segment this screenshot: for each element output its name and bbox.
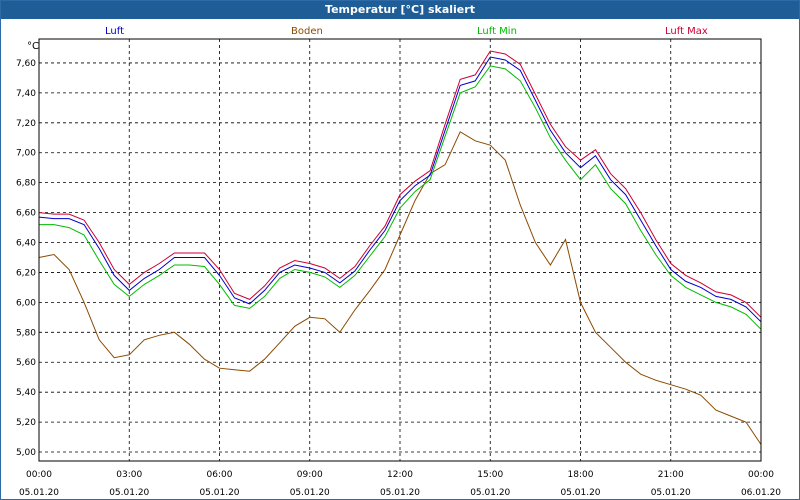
y-tick-label: 5,40 [16, 388, 36, 398]
legend-luft: Luft [105, 26, 124, 37]
legend-luft-min: Luft Min [477, 26, 517, 37]
y-tick-label: 6,00 [16, 298, 36, 308]
series-line-boden [38, 131, 762, 445]
y-tick-label: 5,20 [16, 418, 36, 428]
x-tick-date: 05.01.20 [560, 488, 600, 498]
legend-boden: Boden [291, 26, 323, 37]
y-tick-label: 6,60 [16, 209, 36, 219]
x-tick-date: 05.01.20 [19, 488, 59, 498]
y-tick-label: 7,00 [16, 149, 36, 159]
series-line-luft-max [38, 50, 762, 318]
x-tick-time: 18:00 [568, 470, 594, 480]
y-tick-label: 6,80 [16, 179, 36, 189]
series-lines [38, 50, 762, 445]
x-tick-time: 00:00 [748, 470, 774, 480]
x-tick-time: 09:00 [297, 470, 323, 480]
y-axis-unit-label: °C [27, 41, 39, 52]
x-tick-date: 05.01.20 [290, 488, 330, 498]
x-tick-date: 05.01.20 [470, 488, 510, 498]
x-tick-time: 15:00 [477, 470, 503, 480]
x-tick-date: 05.01.20 [109, 488, 149, 498]
x-tick-date: 06.01.20 [741, 488, 781, 498]
x-tick-labels: 00:00 05.01.20 03:00 05.01.20 06:00 05.01.20 0… [19, 470, 781, 498]
y-tick-label: 5,00 [16, 448, 36, 458]
y-tick-label: 5,80 [16, 328, 36, 338]
plot-frame [38, 38, 762, 462]
y-tick-label: 6,40 [16, 239, 36, 249]
x-tick-time: 03:00 [116, 470, 142, 480]
x-tick-date: 05.01.20 [199, 488, 239, 498]
x-tick-date: 05.01.20 [651, 488, 691, 498]
y-tick-label: 7,60 [16, 59, 36, 69]
series-line-luft-min [39, 65, 762, 330]
y-tick-labels: 5,00 5,20 5,40 5,60 5,80 6,00 6,20 6,40 6,60 6,80… [16, 59, 36, 458]
x-tick-date: 05.01.20 [380, 488, 420, 498]
y-tick-label: 7,20 [16, 119, 36, 129]
x-tick-time: 06:00 [207, 470, 233, 480]
line-chart: °C 5,00 5,20 5,40 5,60 5,80 6,00 6,20 6,40 6,60 6… [16, 38, 781, 498]
y-tick-label: 7,40 [16, 89, 36, 99]
series-line-luft [38, 56, 762, 323]
y-tick-label: 6,20 [16, 268, 36, 278]
x-tick-time: 00:00 [26, 470, 52, 480]
window-title: Temperatur [°C] skaliert [1, 1, 799, 19]
legend-luft-max: Luft Max [665, 26, 708, 37]
x-tick-time: 21:00 [658, 470, 684, 480]
x-tick-time: 12:00 [387, 470, 413, 480]
y-tick-label: 5,60 [16, 358, 36, 368]
